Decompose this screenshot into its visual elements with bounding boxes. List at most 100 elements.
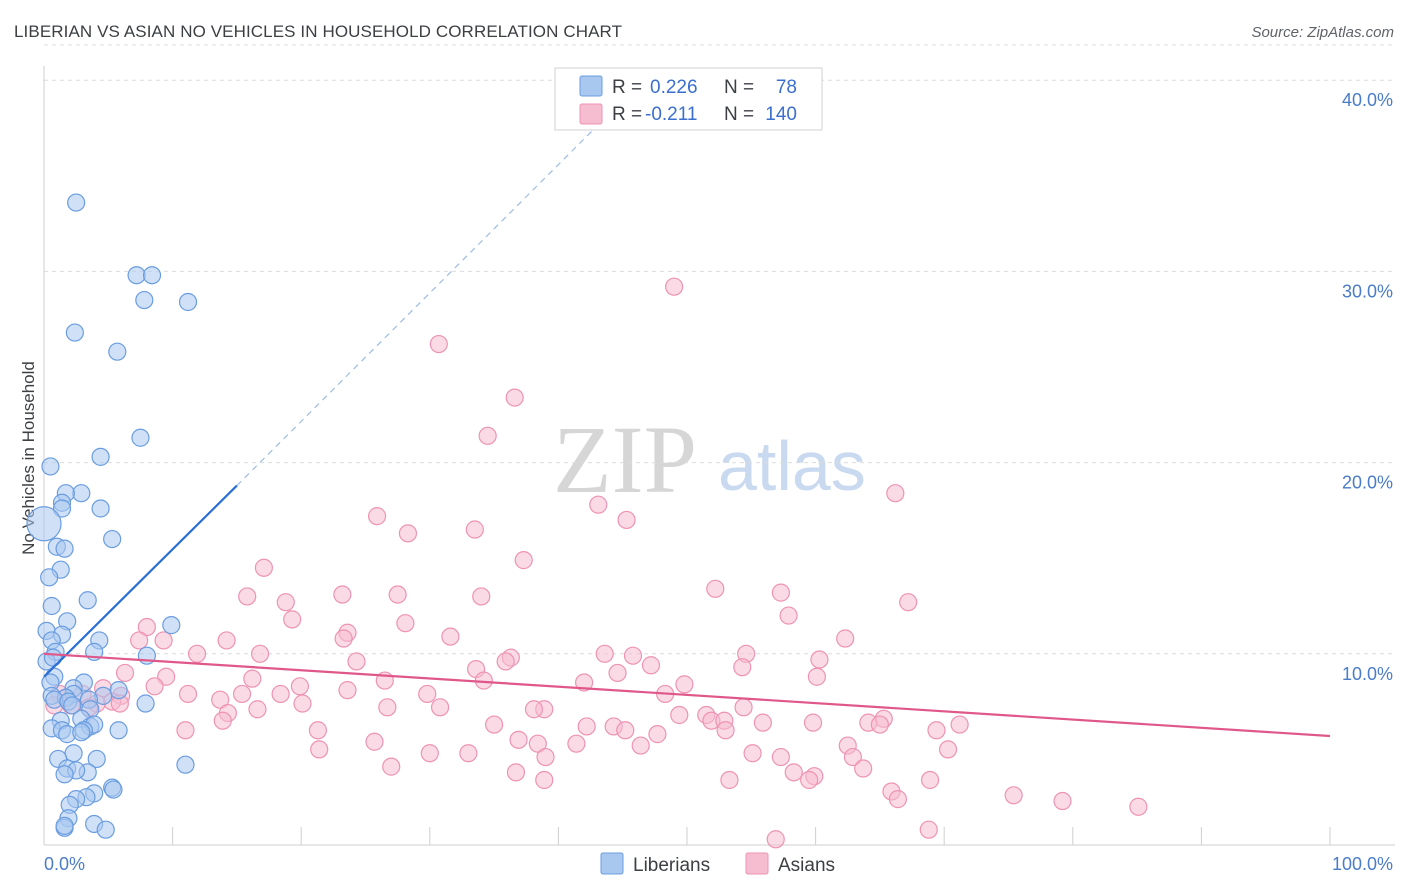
asian-point [623, 646, 643, 665]
asian-point [617, 510, 636, 530]
liberian-point [43, 648, 63, 667]
asian-point [276, 593, 295, 612]
asian-point [528, 734, 547, 753]
asian-point [154, 631, 173, 650]
liberians-trend-extension [236, 125, 598, 486]
asian-point [807, 667, 826, 686]
asian-point [115, 663, 135, 683]
y-tick-label: 30.0% [1342, 281, 1393, 301]
asian-point [771, 747, 790, 767]
legend-bottom-swatch-asians [745, 852, 769, 875]
y-tick-label: 40.0% [1342, 90, 1393, 110]
asian-point [616, 721, 635, 740]
y-tick-label: 10.0% [1342, 664, 1393, 684]
asian-point [505, 388, 524, 407]
asian-point [290, 677, 310, 696]
legend-n-value-liberians: 78 [776, 77, 797, 98]
asian-point [310, 740, 329, 759]
liberians-points [26, 193, 198, 839]
asian-point [753, 713, 772, 732]
asian-point [800, 770, 819, 790]
asian-point [670, 705, 689, 725]
asian-point [535, 770, 554, 790]
asian-point [720, 770, 739, 790]
axes [43, 66, 1395, 846]
liberian-point [109, 681, 128, 700]
liberian-point [109, 721, 128, 740]
asian-point [250, 644, 270, 663]
liberian-point [136, 694, 155, 713]
legend-bottom-label-asians: Asians [778, 855, 835, 876]
asian-point [784, 763, 803, 782]
asian-point [334, 629, 353, 648]
asian-point [472, 587, 491, 606]
asian-point [217, 631, 236, 650]
asian-point [716, 721, 735, 740]
asian-point [347, 652, 366, 671]
asian-point [382, 757, 401, 776]
x-tick-label-min: 0.0% [44, 854, 85, 874]
asian-point [595, 644, 614, 663]
asian-point [734, 698, 753, 717]
asian-point [514, 551, 533, 570]
trend-lines [43, 125, 1331, 738]
asians-points [45, 277, 1148, 849]
asian-point [429, 334, 448, 354]
legend-swatch-liberians [579, 75, 603, 97]
liberian-point [103, 529, 122, 549]
liberian-point [41, 457, 60, 476]
asian-point [308, 721, 328, 740]
liberian-point [178, 292, 198, 312]
asian-point [496, 652, 515, 671]
asian-point [575, 673, 594, 692]
asian-point [441, 627, 460, 646]
asian-point [567, 734, 586, 753]
liberian-point [96, 820, 115, 839]
liberian-point [64, 744, 83, 763]
asian-point [283, 610, 302, 629]
asian-point [378, 698, 397, 717]
liberian-point [104, 780, 123, 799]
liberian-point [108, 342, 127, 361]
liberian-point [65, 323, 84, 342]
asian-point [1004, 786, 1023, 805]
liberian-point [127, 266, 146, 285]
asian-point [465, 520, 484, 539]
asian-point [536, 747, 555, 767]
asian-point [509, 730, 528, 749]
asian-point [430, 698, 450, 717]
liberian-point [91, 499, 110, 518]
liberian-point [162, 616, 181, 635]
asian-point [648, 725, 667, 744]
liberian-point [67, 193, 86, 212]
liberian-point [55, 816, 74, 835]
asian-point [1129, 797, 1148, 816]
gridlines [44, 44, 1395, 655]
legend-top: R = 0.226 N = 78 R = -0.211 N = 140 [554, 67, 823, 131]
asian-point [478, 426, 497, 445]
asian-point [771, 583, 790, 602]
asian-point [187, 644, 207, 663]
asian-point [130, 631, 149, 650]
asian-point [899, 593, 918, 612]
asian-point [137, 617, 156, 637]
asian-point [608, 663, 627, 683]
y-tick-label: 20.0% [1342, 473, 1393, 493]
liberian-point [42, 596, 61, 616]
asian-point [506, 763, 526, 782]
asian-point [398, 524, 418, 543]
asian-point [232, 684, 252, 704]
asian-point [950, 715, 969, 734]
asian-point [485, 715, 504, 734]
asian-point [810, 650, 829, 669]
liberian-point [63, 696, 82, 715]
watermark-zip: ZIP [553, 406, 697, 513]
legend-n-value-asians: 140 [765, 104, 797, 125]
asian-point [743, 744, 762, 763]
liberian-point [78, 591, 97, 610]
legend-n-label-liberians: N = [724, 77, 754, 98]
asian-point [388, 585, 407, 604]
asian-point [367, 507, 387, 526]
asian-point [888, 790, 908, 809]
